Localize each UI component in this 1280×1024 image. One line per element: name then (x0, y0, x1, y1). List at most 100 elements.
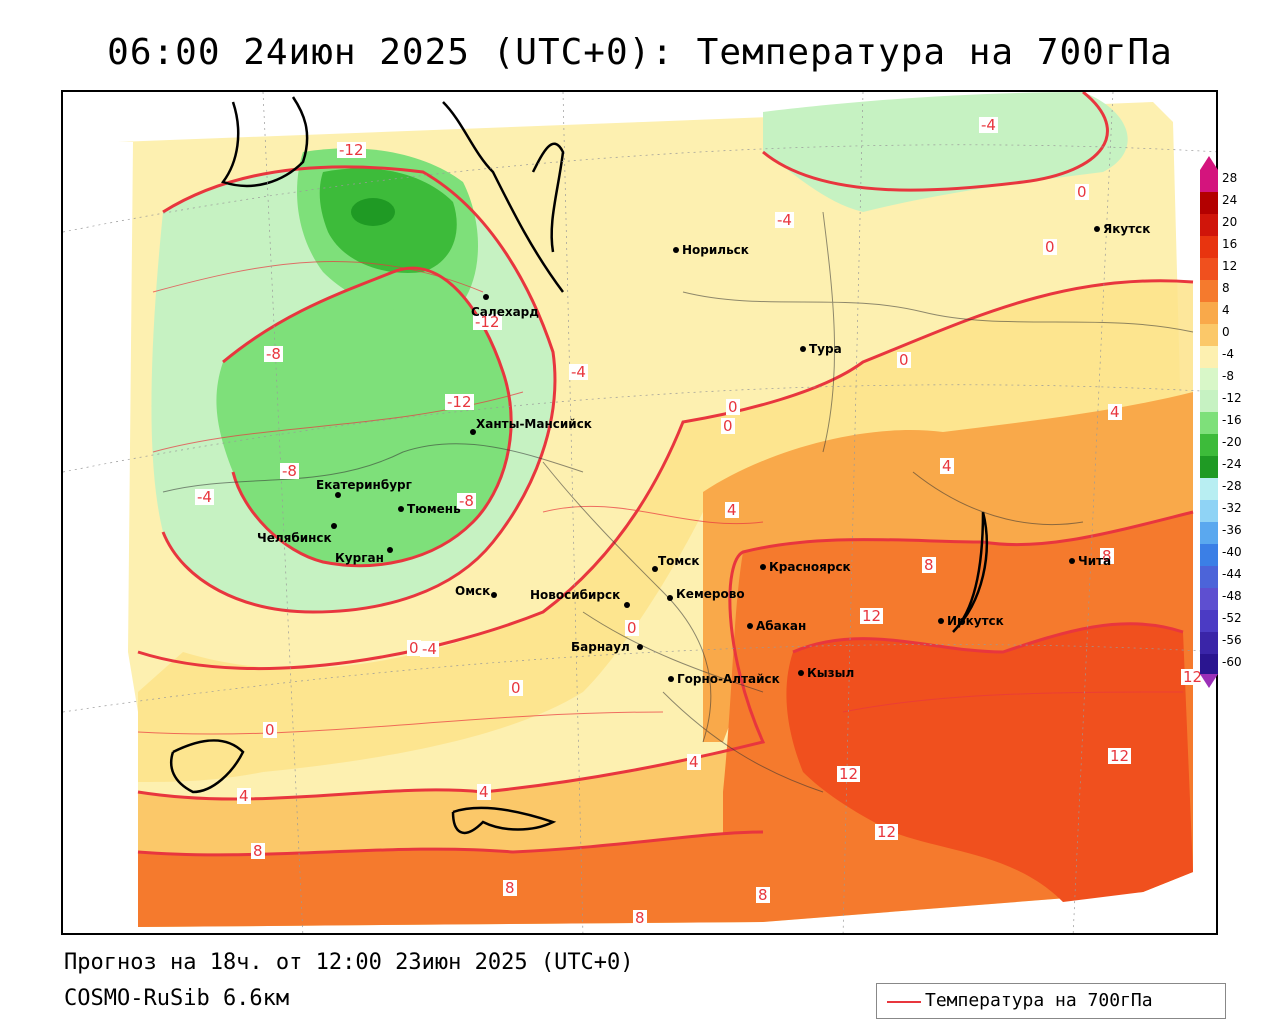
contour-label: 8 (633, 909, 647, 927)
colorbar-tick-label: -8 (1222, 369, 1234, 383)
colorbar-tick-label: 4 (1222, 303, 1230, 317)
colorbar-tick-label: -20 (1222, 435, 1242, 449)
contour-label: 8 (922, 556, 936, 574)
city-kemerovo[interactable]: Кемерово (667, 587, 745, 601)
city-label: Якутск (1103, 222, 1151, 236)
colorbar-tick-label: -40 (1222, 545, 1242, 559)
city-marker (760, 564, 766, 570)
city-label: Красноярск (769, 560, 851, 574)
city-barnaul[interactable]: Барнаул (571, 640, 643, 654)
city-marker (387, 547, 393, 553)
contour-label: 4 (237, 787, 251, 805)
colorbar-tick-label: 8 (1222, 281, 1230, 295)
contour-label: 8 (251, 842, 265, 860)
city-label: Кемерово (676, 587, 745, 601)
contour-label: -4 (195, 488, 214, 506)
thin-isotherms (137, 261, 1184, 735)
contour-label: 0 (721, 417, 735, 435)
city-marker (673, 247, 679, 253)
city-label: Томск (658, 554, 700, 568)
colorbar-tick-label: 0 (1222, 325, 1230, 339)
city-marker (624, 602, 630, 608)
city-label: Екатеринбург (316, 478, 412, 492)
city-irkutsk[interactable]: Иркутск (938, 614, 1004, 628)
city-kurgan[interactable]: Курган (335, 547, 393, 565)
contour-label: -12 (473, 313, 502, 331)
colorbar-tick-label: -60 (1222, 655, 1242, 669)
city-label: Омск (455, 584, 491, 598)
contour-label: -8 (457, 492, 476, 510)
city-chita[interactable]: Чита (1069, 554, 1112, 568)
city-label: Салехард (471, 305, 539, 319)
city-yekaterinburg[interactable]: Екатеринбург (316, 478, 412, 498)
region-borders (162, 211, 1194, 793)
colorbar-tick-label: -36 (1222, 523, 1242, 537)
city-marker (667, 595, 673, 601)
city-marker (491, 592, 497, 598)
city-marker (798, 670, 804, 676)
city-novosibirsk[interactable]: Новосибирск (530, 588, 630, 608)
legend-line-swatch (887, 1001, 921, 1003)
legend: Температура на 700гПа (876, 983, 1226, 1019)
model-name: COSMO-RuSib 6.6км (64, 986, 290, 1011)
city-abakan[interactable]: Абакан (747, 619, 806, 633)
city-tomsk[interactable]: Томск (652, 554, 700, 572)
city-label: Тюмень (407, 502, 461, 516)
city-label: Норильск (682, 243, 749, 257)
city-gorno-altaysk[interactable]: Горно-Алтайск (668, 672, 780, 686)
zone-4-8-east (703, 392, 1193, 742)
city-marker (1069, 558, 1075, 564)
colorbar-tick-label: -24 (1222, 457, 1242, 471)
zone-minus16-core (351, 198, 395, 226)
city-krasnoyarsk[interactable]: Красноярск (760, 560, 851, 574)
contour-label: -4 (775, 211, 794, 229)
contour-label: -12 (337, 141, 366, 159)
forecast-info: Прогноз на 18ч. от 12:00 23июн 2025 (UTC… (64, 950, 634, 975)
city-marker (652, 566, 658, 572)
contour-label: -12 (445, 393, 474, 411)
zone-0-4 (138, 280, 1193, 782)
contour-label: 4 (1108, 403, 1122, 421)
colorbar (1200, 156, 1218, 688)
colorbar-tick-label: 24 (1222, 193, 1238, 207)
city-chelyabinsk[interactable]: Челябинск (257, 523, 337, 545)
city-salekhard[interactable]: Салехард (471, 294, 539, 319)
map-panel[interactable]: -12 -4 -4 0 0 0 -12 -8 -4 -12 0 0 4 -8 -… (61, 90, 1218, 935)
temperature-field-map (63, 92, 1216, 933)
colorbar-tick-label: 20 (1222, 215, 1238, 229)
city-label: Иркутск (947, 614, 1004, 628)
city-kyzyl[interactable]: Кызыл (798, 666, 854, 680)
colorbar-tick-label: 28 (1222, 171, 1238, 185)
city-yakutsk[interactable]: Якутск (1094, 222, 1151, 236)
contour-label: 0 (509, 679, 523, 697)
contour-label: 12 (837, 765, 861, 783)
contour-label: -8 (280, 462, 299, 480)
coastlines (169, 96, 988, 835)
colorbar-tick-label: -56 (1222, 633, 1242, 647)
colorbar-tick-label: -52 (1222, 611, 1242, 625)
city-marker (470, 429, 476, 435)
contour-label: 0 (1075, 183, 1089, 201)
city-label: Чита (1078, 554, 1112, 568)
contour-label: -4 (979, 116, 998, 134)
zone-ne-green (763, 92, 1128, 212)
city-norilsk[interactable]: Норильск (673, 243, 749, 257)
contour-label: 4 (940, 457, 954, 475)
city-marker (331, 523, 337, 529)
colorbar-tick-label: -32 (1222, 501, 1242, 515)
city-tyumen[interactable]: Тюмень (398, 502, 461, 516)
city-omsk[interactable]: Омск (455, 584, 497, 598)
city-marker (335, 492, 341, 498)
map-title: 06:00 24июн 2025 (UTC+0): Температура на… (107, 32, 1173, 73)
city-marker (637, 644, 643, 650)
city-label: Новосибирск (530, 588, 621, 602)
city-label: Курган (335, 551, 384, 565)
city-label: Горно-Алтайск (677, 672, 780, 686)
contour-label: 0 (1043, 238, 1057, 256)
city-label: Челябинск (257, 531, 332, 545)
contour-label: 0 (897, 351, 911, 369)
city-tura[interactable]: Тура (800, 342, 842, 356)
colorbar-tick-label: -28 (1222, 479, 1242, 493)
city-khanty-mansiysk[interactable]: Ханты-Мансийск (470, 417, 592, 435)
colorbar-tick-label: -4 (1222, 347, 1234, 361)
